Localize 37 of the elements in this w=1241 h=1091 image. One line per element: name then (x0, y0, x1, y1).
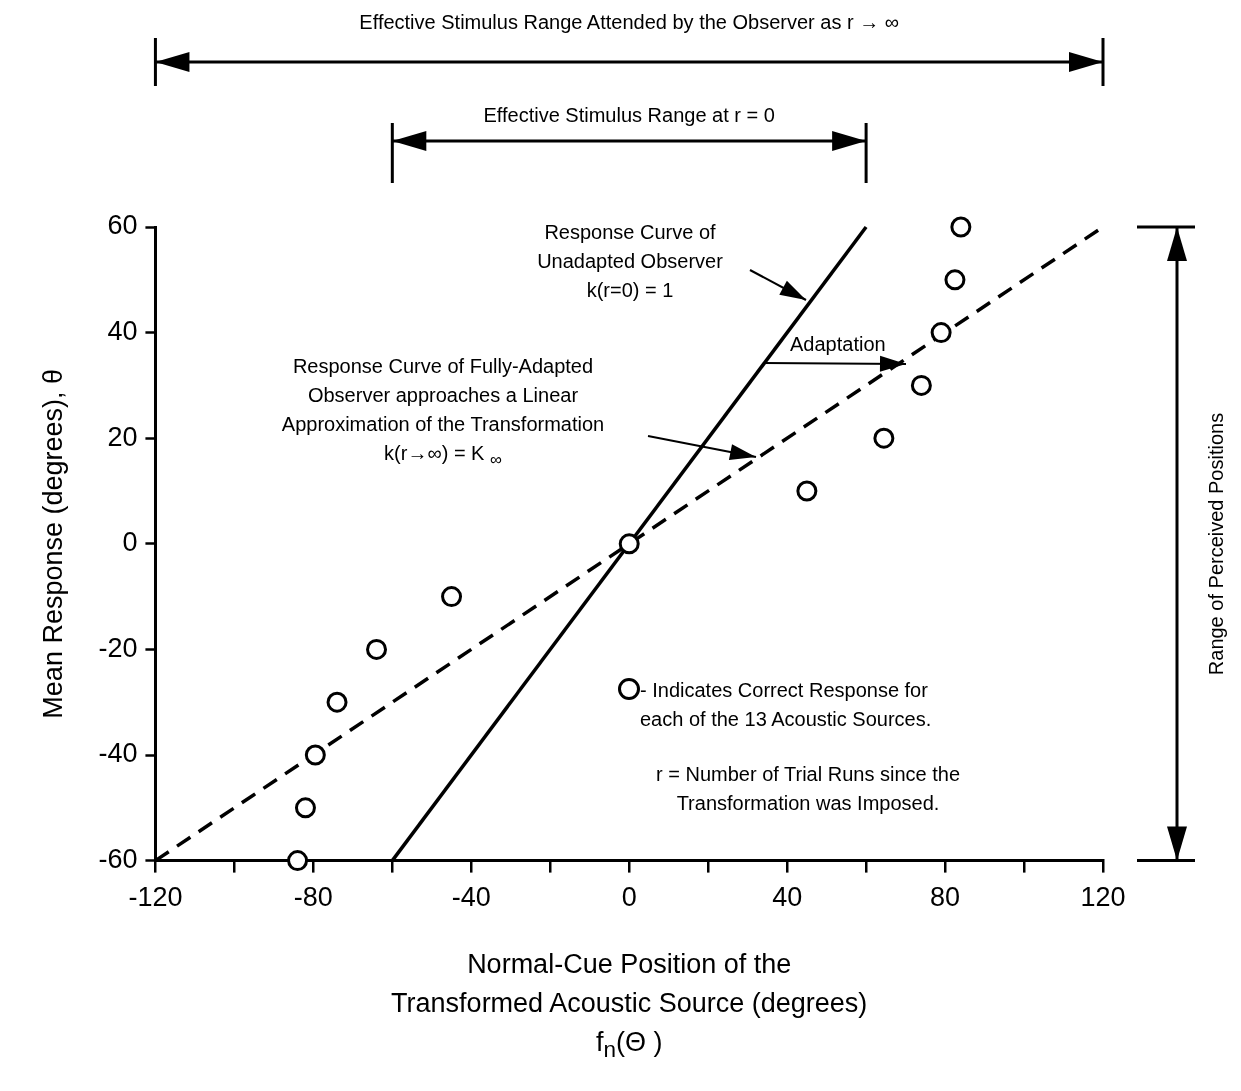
x-tick-label: -80 (293, 882, 333, 913)
y-tick-label: -60 (98, 844, 138, 875)
y-tick-label: 0 (122, 527, 138, 558)
annotation: r = Number of Trial Runs since the Transformation was Imposed. (655, 762, 961, 816)
point (366, 638, 388, 660)
point (304, 744, 326, 766)
point (618, 533, 640, 555)
y-tick-label: -20 (98, 632, 138, 663)
text: Effective Stimulus Range at r = 0 (483, 103, 775, 128)
point (950, 216, 972, 238)
x-tick-label: 80 (930, 882, 961, 913)
point (294, 797, 316, 819)
text: Range of Perceived Positions (1203, 412, 1228, 675)
point (796, 480, 818, 502)
y-tick-label: 60 (107, 210, 138, 241)
y-tick-label: -40 (98, 738, 138, 769)
text: Effective Stimulus Range Attended by the Observer as r → ∞ (359, 10, 900, 35)
point (930, 322, 952, 344)
point (873, 427, 895, 449)
point (441, 586, 463, 608)
x-tick-label: 40 (772, 882, 803, 913)
x-tick-label: -40 (451, 882, 491, 913)
x-axis-title: Normal-Cue Position of the Transformed Acoustic Source (degrees) f$_{n}$(Θ ) (391, 948, 868, 1065)
x-tick-label: -120 (128, 882, 183, 913)
y-axis-title: Mean Response (degrees), θ (37, 368, 68, 719)
annotation: - Indicates Correct Response for each of the 13 Acoustic Sources. (640, 678, 932, 732)
y-tick-label: 40 (107, 316, 138, 347)
x-tick-label: 120 (1080, 882, 1126, 913)
y-tick-label: 20 (107, 421, 138, 452)
point (326, 691, 348, 713)
annotation: Adaptation (790, 332, 886, 357)
x-tick-label: 0 (621, 882, 637, 913)
point (944, 269, 966, 291)
point (910, 374, 932, 396)
point (287, 850, 309, 872)
annotation: Response Curve of Unadapted Observer k(r=0) = 1 (537, 220, 723, 303)
annotation: Response Curve of Fully-Adapted Observer approaches a Linear Approximation of the Transformation k(r→∞) = K $_{∞}$ (281, 354, 605, 471)
